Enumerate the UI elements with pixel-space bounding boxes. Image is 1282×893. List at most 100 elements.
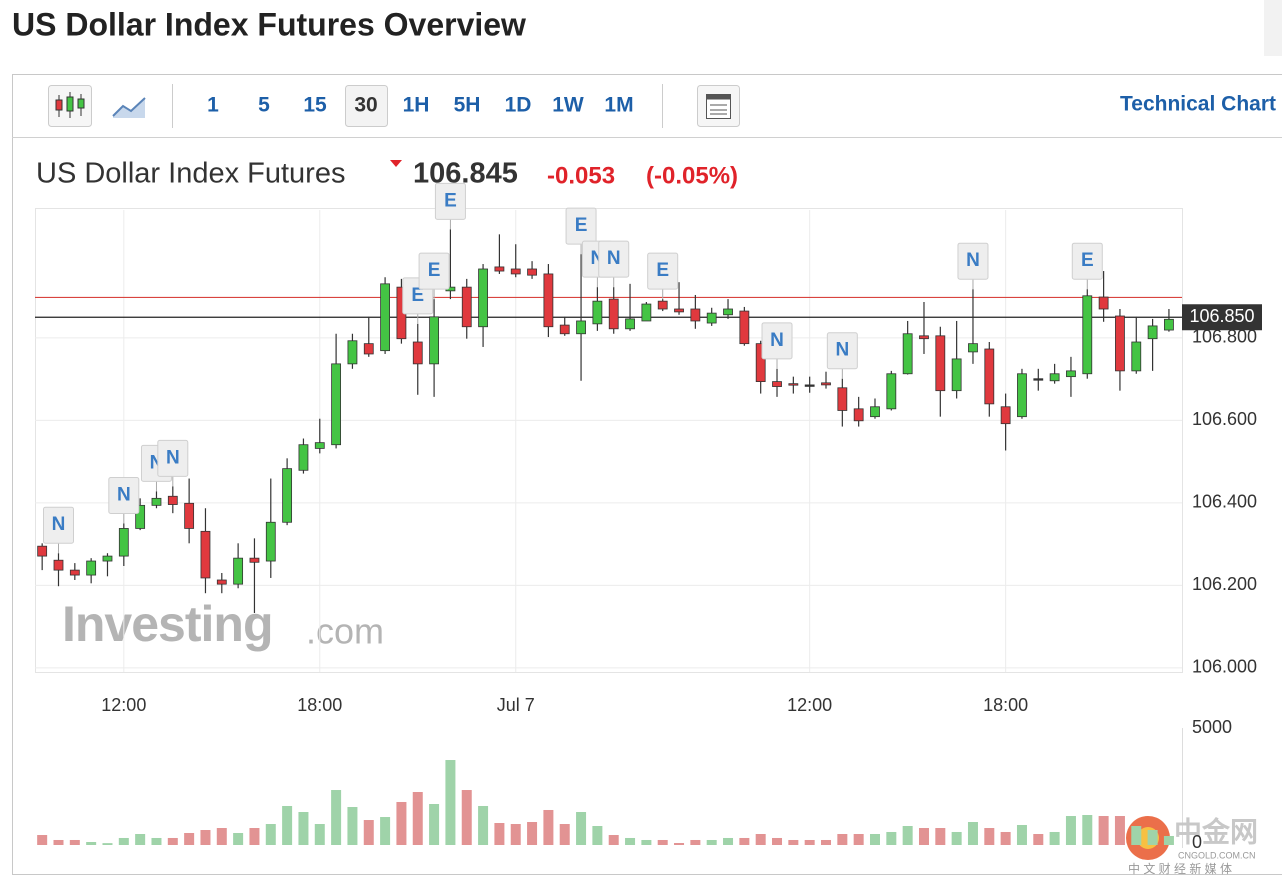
- candle-body: [626, 319, 635, 329]
- x-tick-label: 12:00: [787, 695, 832, 715]
- instrument-name: US Dollar Index Futures: [36, 158, 345, 190]
- x-tick-label: 18:00: [297, 695, 342, 715]
- logo-domain: CNGOLD.COM.CN: [1178, 850, 1256, 860]
- event-flag-label: N: [117, 485, 131, 506]
- candle-body: [1017, 374, 1026, 417]
- candle-body: [185, 503, 194, 528]
- candle-body: [887, 374, 896, 409]
- volume-bar: [380, 817, 390, 845]
- volume-bar: [1082, 815, 1092, 845]
- layout-button[interactable]: [698, 86, 740, 127]
- candle-body: [168, 496, 177, 504]
- candle-body: [773, 382, 782, 387]
- y-tick-label: 106.000: [1192, 657, 1257, 677]
- volume-bar: [53, 840, 63, 845]
- line-style-button[interactable]: [113, 98, 145, 118]
- candle-body: [870, 407, 879, 417]
- volume-bar: [1033, 834, 1043, 845]
- interval-button[interactable]: 1W: [552, 94, 584, 117]
- volume-bar: [102, 843, 112, 845]
- interval-button[interactable]: 1D: [505, 94, 532, 117]
- x-tick-label: 12:00: [101, 695, 146, 715]
- volume-bar: [984, 828, 994, 845]
- y-tick-label: 106.400: [1192, 492, 1257, 512]
- volume-bar: [249, 828, 259, 845]
- candle-body: [332, 364, 341, 445]
- candle-body: [1115, 316, 1124, 371]
- volume-bar: [658, 840, 668, 845]
- interval-button[interactable]: 5H: [454, 94, 481, 117]
- event-flag-label: E: [444, 190, 457, 211]
- volume-bar: [690, 840, 700, 845]
- icon: [113, 98, 145, 118]
- volume-bar: [364, 820, 374, 845]
- volume-bar: [952, 832, 962, 845]
- interval-button[interactable]: 1: [207, 94, 219, 117]
- candle-body: [936, 336, 945, 391]
- interval-button[interactable]: 5: [258, 94, 270, 117]
- volume-bar: [511, 824, 521, 845]
- candle-body: [266, 522, 275, 561]
- volume-bar: [37, 835, 47, 845]
- volume-bar: [86, 842, 96, 845]
- volume-bar: [478, 806, 488, 845]
- volume-bar: [739, 838, 749, 845]
- interval-button[interactable]: 1M: [604, 94, 633, 117]
- candle-body: [38, 546, 47, 556]
- candle-body: [985, 349, 994, 404]
- volume-bar: [168, 838, 178, 845]
- volume-bar: [298, 812, 308, 845]
- volume-bar: [347, 807, 357, 845]
- volume-bar: [151, 838, 161, 845]
- candle-body: [54, 560, 63, 570]
- interval-button[interactable]: 15: [303, 94, 327, 117]
- volume-bar: [854, 834, 864, 845]
- volume-bar: [331, 790, 341, 845]
- candle-body: [822, 383, 831, 385]
- volume-bar: [413, 792, 423, 845]
- volume-bar: [462, 790, 472, 845]
- candle-body: [413, 342, 422, 364]
- interval-button[interactable]: 30: [354, 94, 377, 117]
- volume-bar: [1115, 816, 1125, 845]
- candle-body: [789, 384, 798, 386]
- logo-name: 中金网: [1174, 815, 1258, 847]
- technical-chart-link[interactable]: Technical Chart: [1120, 93, 1276, 116]
- volume-bar: [805, 840, 815, 845]
- volume-bar: [576, 812, 586, 845]
- volume-bar: [707, 840, 717, 845]
- candle-style-button[interactable]: [49, 86, 92, 127]
- candle-body: [724, 309, 733, 315]
- icon: [67, 97, 73, 111]
- candle-body: [234, 558, 243, 584]
- volume-bar: [1066, 816, 1076, 845]
- candle-body: [479, 269, 488, 327]
- candle-body: [903, 334, 912, 374]
- volume-bar: [772, 838, 782, 845]
- volume-bar: [1050, 832, 1060, 845]
- x-tick-label: 18:00: [983, 695, 1028, 715]
- volume-bar: [266, 824, 276, 845]
- event-flag-label: N: [770, 330, 784, 351]
- candle-body: [805, 385, 814, 387]
- volume-bar: [1099, 816, 1109, 845]
- volume-bar: [870, 834, 880, 845]
- candle-body: [642, 304, 651, 321]
- candle-body: [201, 531, 210, 578]
- volume-bar: [315, 824, 325, 845]
- event-flag-label: E: [656, 260, 669, 281]
- candle-body: [609, 299, 618, 329]
- volume-bar: [1131, 826, 1141, 845]
- volume-bar: [674, 843, 684, 845]
- candle-body: [364, 344, 373, 354]
- volume-bar: [233, 833, 243, 845]
- volume-bar: [756, 834, 766, 845]
- candle-body: [528, 269, 537, 275]
- interval-button[interactable]: 1H: [403, 94, 430, 117]
- candle-body: [315, 443, 324, 449]
- price-change: -0.053: [547, 162, 615, 189]
- y-tick-label: 106.200: [1192, 574, 1257, 594]
- volume-bar: [641, 840, 651, 845]
- icon: [56, 100, 62, 110]
